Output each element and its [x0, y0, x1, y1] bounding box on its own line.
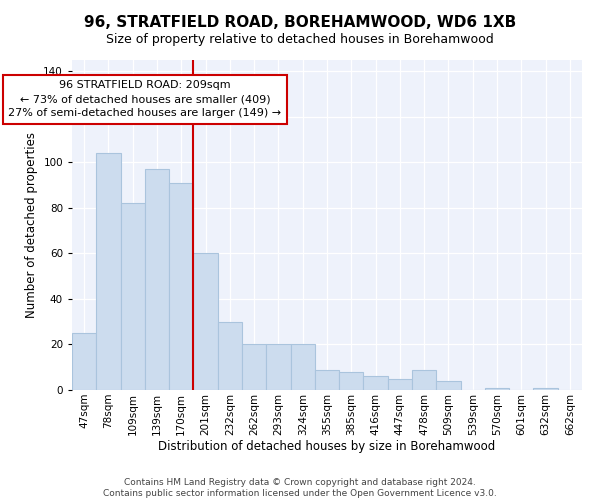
- Bar: [242, 344, 266, 390]
- Bar: [339, 372, 364, 390]
- Bar: [436, 381, 461, 390]
- Text: Size of property relative to detached houses in Borehamwood: Size of property relative to detached ho…: [106, 32, 494, 46]
- Bar: [412, 370, 436, 390]
- Bar: [485, 388, 509, 390]
- Bar: [169, 183, 193, 390]
- Bar: [72, 333, 96, 390]
- Bar: [96, 154, 121, 390]
- Bar: [193, 254, 218, 390]
- Bar: [388, 378, 412, 390]
- Text: 96, STRATFIELD ROAD, BOREHAMWOOD, WD6 1XB: 96, STRATFIELD ROAD, BOREHAMWOOD, WD6 1X…: [84, 15, 516, 30]
- Bar: [315, 370, 339, 390]
- Y-axis label: Number of detached properties: Number of detached properties: [25, 132, 38, 318]
- Bar: [145, 169, 169, 390]
- Bar: [533, 388, 558, 390]
- Text: 96 STRATFIELD ROAD: 209sqm
← 73% of detached houses are smaller (409)
27% of sem: 96 STRATFIELD ROAD: 209sqm ← 73% of deta…: [8, 80, 281, 118]
- Bar: [266, 344, 290, 390]
- Bar: [121, 204, 145, 390]
- Bar: [364, 376, 388, 390]
- Text: Contains HM Land Registry data © Crown copyright and database right 2024.
Contai: Contains HM Land Registry data © Crown c…: [103, 478, 497, 498]
- X-axis label: Distribution of detached houses by size in Borehamwood: Distribution of detached houses by size …: [158, 440, 496, 454]
- Bar: [290, 344, 315, 390]
- Bar: [218, 322, 242, 390]
